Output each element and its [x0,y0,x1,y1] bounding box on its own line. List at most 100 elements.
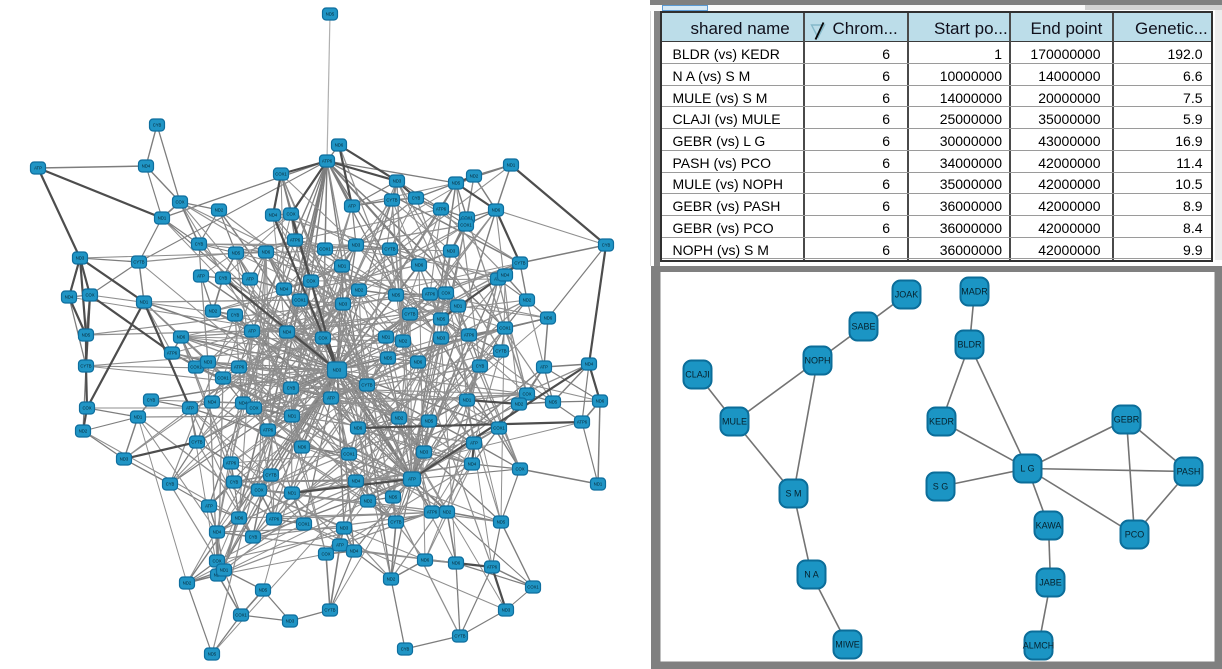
svg-text:COX: COX [212,559,221,564]
svg-text:CYTB: CYTB [361,383,372,388]
svg-text:COX1: COX1 [294,298,306,303]
svg-text:COX1: COX1 [460,223,472,228]
svg-text:ND6: ND6 [335,143,344,148]
svg-text:ND5: ND5 [208,652,217,657]
svg-text:COX1: COX1 [461,216,473,221]
svg-text:ND2: ND2 [523,298,532,303]
svg-text:ND4: ND4 [269,213,278,218]
svg-text:COX1: COX1 [493,426,505,431]
svg-text:CYTB: CYTB [386,198,397,203]
svg-text:ND1: ND1 [382,335,391,340]
svg-text:ND3: ND3 [339,302,348,307]
svg-text:PASH: PASH [1176,466,1200,476]
svg-text:ATP6: ATP6 [226,461,237,466]
svg-text:ND5: ND5 [392,293,401,298]
svg-text:CYTB: CYTB [191,440,202,445]
svg-text:KAWA: KAWA [1035,520,1061,530]
svg-text:ND2: ND2 [209,309,218,314]
svg-text:CYB: CYB [195,242,204,247]
svg-text:COX1: COX1 [319,247,331,252]
svg-text:ND3: ND3 [120,457,129,462]
svg-text:CYTB: CYTB [404,312,415,317]
svg-text:COX1: COX1 [275,172,287,177]
svg-text:CYB: CYB [147,398,156,403]
svg-text:CYB: CYB [602,243,611,248]
svg-text:ND4: ND4 [501,273,510,278]
svg-text:CYB: CYB [166,482,175,487]
svg-text:CYB: CYB [287,386,296,391]
svg-text:ATP: ATP [205,504,213,509]
svg-text:ND2: ND2 [515,402,524,407]
svg-text:JOAK: JOAK [894,289,918,299]
svg-text:CLAJI: CLAJI [685,369,710,379]
svg-text:CYB: CYB [249,535,258,540]
svg-text:ND6: ND6 [235,516,244,521]
svg-text:MIWE: MIWE [835,639,860,649]
svg-text:ND4: ND4 [208,400,217,405]
svg-text:COX1: COX1 [499,326,511,331]
svg-text:S M: S M [785,488,801,498]
svg-text:ND1: ND1 [220,568,229,573]
svg-text:NOPH: NOPH [804,355,830,365]
svg-text:COX: COX [515,467,524,472]
svg-text:ND4: ND4 [468,462,477,467]
svg-text:ATP6: ATP6 [436,207,447,212]
svg-text:ND3: ND3 [352,243,361,248]
svg-text:S G: S G [932,481,948,491]
svg-text:ND4: ND4 [239,401,248,406]
svg-text:ND3: ND3 [502,608,511,613]
svg-text:CYTB: CYTB [80,364,91,369]
svg-text:CYB: CYB [401,647,410,652]
svg-text:ND5: ND5 [389,495,398,500]
svg-text:ND5: ND5 [452,181,461,186]
svg-text:COX: COX [441,291,450,296]
svg-text:ND3: ND3 [447,249,456,254]
svg-text:ND2: ND2 [395,416,404,421]
svg-text:ND1: ND1 [288,491,297,496]
svg-text:ND6: ND6 [452,561,461,566]
svg-text:ATP6: ATP6 [290,238,301,243]
svg-text:ND3: ND3 [340,526,349,531]
svg-text:ND1: ND1 [288,414,297,419]
svg-text:ND2: ND2 [79,429,88,434]
svg-text:ALMCH: ALMCH [1022,640,1054,650]
svg-text:ATP: ATP [246,277,254,282]
svg-text:ATP6: ATP6 [167,351,178,356]
svg-text:ND4: ND4 [350,549,359,554]
svg-text:PCO: PCO [1124,529,1144,539]
svg-text:COX1: COX1 [343,452,355,457]
svg-text:JABE: JABE [1039,577,1062,587]
svg-text:ND4: ND4 [352,479,361,484]
svg-text:COX: COX [522,392,531,397]
svg-text:ND1: ND1 [140,300,149,305]
svg-text:ND1: ND1 [507,163,516,168]
svg-text:CYTB: CYTB [495,349,506,354]
svg-text:ND6: ND6 [354,426,363,431]
svg-text:COX: COX [249,406,258,411]
svg-text:L G: L G [1020,463,1034,473]
svg-text:ATP: ATP [327,396,335,401]
svg-text:ND6: ND6 [414,360,423,365]
svg-text:ND5: ND5 [497,520,506,525]
svg-text:N A: N A [804,569,819,579]
svg-text:ND2: ND2 [215,208,224,213]
svg-text:CYTB: CYTB [324,608,335,613]
svg-text:COX: COX [286,212,295,217]
svg-text:CYB: CYB [412,196,421,201]
svg-text:ND5: ND5 [384,356,393,361]
svg-text:GEBR: GEBR [1113,414,1139,424]
svg-text:ATP: ATP [186,406,194,411]
svg-text:ATP6: ATP6 [269,517,280,522]
svg-text:COX: COX [318,336,327,341]
svg-text:ND3: ND3 [76,256,85,261]
svg-text:ND1: ND1 [454,304,463,309]
svg-text:ND1: ND1 [134,415,143,420]
svg-text:ATP6: ATP6 [464,333,475,338]
svg-text:ATP: ATP [197,274,205,279]
svg-text:ND5: ND5 [549,400,558,405]
svg-text:COX: COX [175,200,184,205]
svg-text:ND6: ND6 [596,399,605,404]
svg-text:COX1: COX1 [190,365,202,370]
svg-text:COX1: COX1 [298,522,310,527]
svg-text:ATP: ATP [408,477,416,482]
